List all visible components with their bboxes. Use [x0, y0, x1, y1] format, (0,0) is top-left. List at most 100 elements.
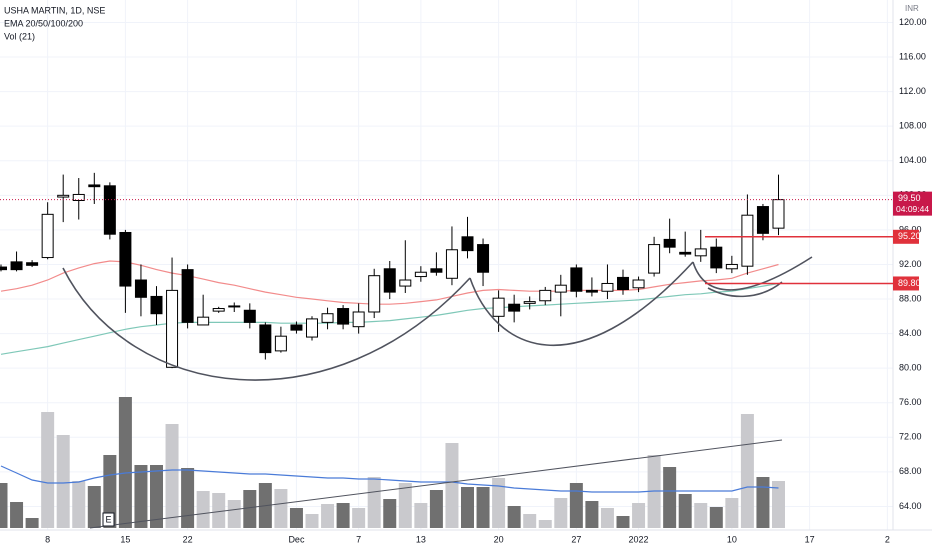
volume-bar — [243, 490, 257, 528]
x-tick-label: 10 — [727, 534, 737, 544]
volume-bar — [305, 514, 319, 528]
candle-body — [383, 268, 396, 293]
candle-body — [41, 213, 54, 259]
volume-bar — [461, 487, 474, 528]
candle-body — [601, 282, 614, 292]
candle-body — [741, 214, 754, 267]
candle-body — [617, 276, 629, 291]
volume-bar — [41, 412, 55, 528]
candle-body — [57, 194, 70, 198]
currency: INR — [905, 4, 919, 13]
volume-bar — [678, 494, 692, 528]
x-tick-label: 15 — [120, 534, 130, 544]
volume-bar — [398, 483, 412, 528]
volume-bar — [492, 478, 506, 528]
level-label: 95.20 — [898, 231, 921, 241]
y-tick-label: 76.00 — [899, 397, 922, 407]
volume-bar — [289, 508, 303, 528]
candle-body — [585, 289, 598, 293]
candle-body — [352, 311, 365, 328]
y-tick-label: 120.00 — [899, 17, 927, 27]
x-tick-label: 22 — [183, 534, 193, 544]
volume-bar — [725, 498, 739, 528]
candle-body — [663, 238, 676, 248]
volume-bar — [632, 503, 646, 528]
volume-bar — [569, 483, 583, 528]
candle-body — [10, 261, 23, 271]
candle-body — [461, 236, 474, 252]
volume-bar — [445, 443, 459, 528]
volume-bar — [709, 507, 723, 528]
y-tick-label: 64.00 — [899, 501, 922, 511]
x-tick-label: Dec — [288, 534, 305, 544]
y-tick-label: 92.00 — [899, 259, 922, 269]
indicator-line — [0, 282, 779, 355]
candle-body — [321, 313, 334, 323]
y-tick-label: 72.00 — [899, 432, 922, 442]
drawings — [62, 256, 813, 529]
candle-body — [710, 246, 723, 269]
candle-body — [756, 206, 769, 234]
volume-bar — [165, 424, 179, 528]
candle-body — [399, 279, 412, 287]
volume-bar — [10, 502, 24, 528]
candle-body — [725, 263, 738, 270]
y-tick-label: 116.00 — [899, 51, 926, 61]
candle-body — [508, 303, 521, 312]
candle-body — [88, 184, 101, 188]
volume-bar — [554, 498, 568, 528]
candle-body — [554, 284, 567, 293]
y-tick-label: 68.00 — [899, 466, 922, 476]
candle-body — [274, 335, 287, 352]
candle-body — [0, 266, 7, 271]
volume-bar — [740, 414, 754, 528]
x-tick-label: 20 — [494, 534, 504, 544]
volume-pane — [0, 397, 785, 528]
candle-body — [197, 316, 210, 326]
volume-bar — [118, 397, 132, 528]
candle-body — [103, 185, 116, 235]
volume-bar — [25, 518, 39, 528]
earnings-label: E — [105, 514, 111, 524]
candle-body — [212, 308, 225, 312]
volume-bar — [414, 503, 428, 528]
volume-trendline — [89, 439, 783, 529]
volume-bar — [274, 489, 288, 528]
volume-bar — [227, 500, 241, 528]
chart-title: USHA MARTIN, 1D, NSE — [4, 5, 105, 15]
candle-body — [430, 268, 443, 273]
y-tick-label: 80.00 — [899, 363, 922, 373]
volume-bar — [72, 481, 86, 528]
volume-bar — [772, 481, 785, 528]
level-tag — [893, 276, 919, 291]
candle-body — [228, 305, 241, 308]
volume-bar — [663, 467, 677, 528]
volume-bar — [181, 468, 195, 528]
candle-body — [477, 244, 490, 273]
y-tick-label: 88.00 — [899, 293, 922, 303]
candle-body — [368, 275, 381, 313]
y-tick-label: 84.00 — [899, 328, 922, 338]
volume-bar — [212, 493, 226, 528]
candle-body — [523, 301, 536, 304]
candle-body — [26, 262, 39, 266]
candle-body — [679, 251, 692, 255]
indicator-label: EMA 20/50/100/200 — [4, 18, 83, 28]
y-tick-label: 108.00 — [899, 121, 927, 131]
volume-bar — [150, 465, 163, 528]
candle-body — [134, 279, 147, 298]
volume-bar — [196, 491, 210, 528]
volume-bar — [103, 455, 117, 528]
volume-bar — [87, 486, 101, 528]
volume-bar — [523, 514, 537, 528]
x-tick-label: 2022 — [629, 534, 649, 544]
candle-body — [632, 279, 645, 289]
volume-bar — [0, 483, 8, 528]
candle-body — [648, 244, 661, 274]
volume-bar — [134, 465, 148, 528]
volume-bar — [352, 508, 366, 528]
candles — [0, 172, 785, 369]
volume-bar — [756, 477, 770, 528]
candle-body — [150, 295, 163, 315]
